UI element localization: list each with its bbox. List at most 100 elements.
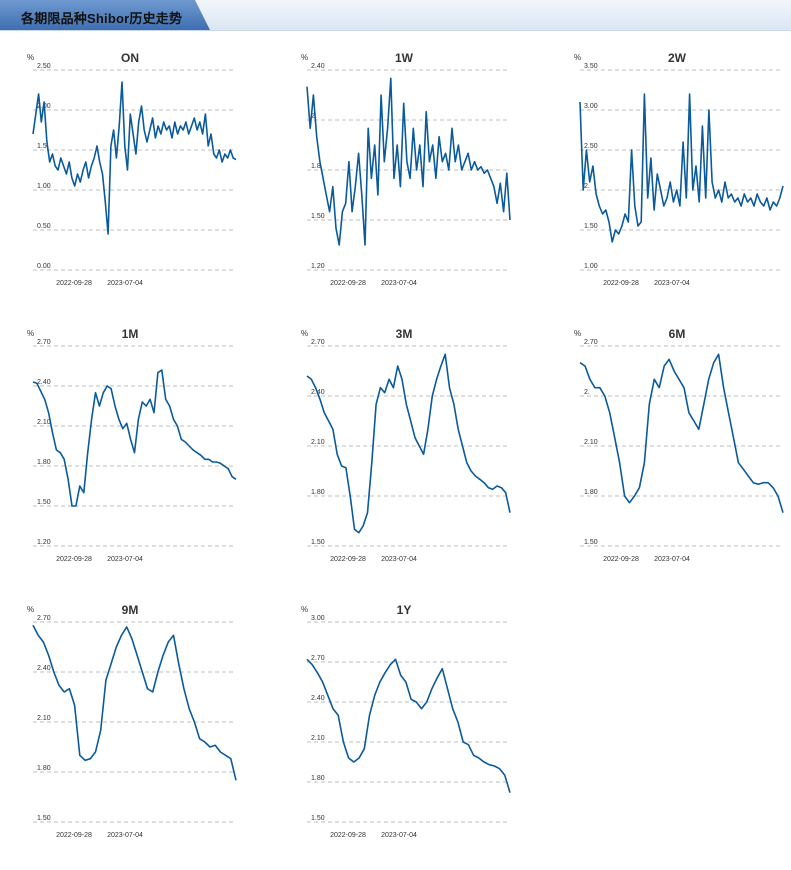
x-tick-label: 2022-09-28 <box>330 832 366 839</box>
x-tick-label: 2023-07-04 <box>107 832 143 839</box>
unit-label: % <box>574 329 581 338</box>
series-line <box>32 369 237 507</box>
y-tick-label: 1.00 <box>37 183 51 190</box>
series-line <box>579 93 784 243</box>
chart-1m: % 1M 1.20 1.50 1.80 2.10 2.40 2.70 2022-09-28 202… <box>20 324 280 594</box>
y-tick-label: 1.50 <box>584 223 598 230</box>
chart-title: 1Y <box>397 603 412 617</box>
page-title: 各期限品种Shibor历史走势 <box>21 11 183 26</box>
series-line <box>32 81 237 235</box>
y-tick-label: 1.50 <box>37 815 51 822</box>
series-line <box>306 353 511 534</box>
unit-label: % <box>27 329 34 338</box>
y-tick-label: 1.20 <box>311 263 325 270</box>
title-bar: 各期限品种Shibor历史走势 <box>0 0 791 31</box>
y-tick-label: 1.50 <box>311 213 325 220</box>
series-line <box>306 77 511 246</box>
x-tick-label: 2023-07-04 <box>381 280 417 287</box>
x-tick-label: 2022-09-28 <box>603 556 639 563</box>
x-tick-label: 2022-09-28 <box>56 832 92 839</box>
chart-1w: % 1W 1.20 1.50 1.8 2. 2.40 2022-09-28 2023-07-04 <box>294 48 554 318</box>
x-tick-label: 2022-09-28 <box>330 280 366 287</box>
chart-title: 6M <box>669 327 686 341</box>
chart-title: 1M <box>122 327 139 341</box>
chart-svg: % 9M 1.50 1.80 2.10 2.40 2.70 2022-09-28 2023-07… <box>27 603 237 839</box>
y-tick-label: 2.70 <box>311 339 325 346</box>
y-tick-label: 1.80 <box>584 489 598 496</box>
x-tick-label: 2022-09-28 <box>330 556 366 563</box>
y-tick-label: 1.80 <box>37 459 51 466</box>
y-tick-label: 2.10 <box>584 439 598 446</box>
y-tick-label: 2.10 <box>311 735 325 742</box>
series-line <box>579 353 784 513</box>
series-line <box>306 658 511 793</box>
y-tick-label: 1.50 <box>584 539 598 546</box>
chart-9m: % 9M 1.50 1.80 2.10 2.40 2.70 2022-09-28 2023-07… <box>20 600 280 870</box>
y-tick-label: 2.70 <box>584 339 598 346</box>
chart-on: % ON 0.00 0.50 1.00 1.5 2.00 2.50 2022-09-28 2023… <box>20 48 280 318</box>
chart-svg: % 2W 1.00 1.50 2. 2.50 3.00 3.50 2022-09-28 2023-… <box>574 51 784 287</box>
unit-label: % <box>27 605 34 614</box>
y-tick-label: 1.80 <box>311 775 325 782</box>
chart-svg: % 6M 1.50 1.80 2.10 2. 2.70 2022-09-28 2023-07-0… <box>574 327 784 563</box>
y-tick-label: 2. <box>311 113 317 120</box>
chart-title: 3M <box>396 327 413 341</box>
x-tick-label: 2023-07-04 <box>381 556 417 563</box>
unit-label: % <box>301 329 308 338</box>
x-tick-label: 2022-09-28 <box>56 280 92 287</box>
y-tick-label: 1.80 <box>37 765 51 772</box>
y-tick-label: 2.70 <box>37 339 51 346</box>
chart-1y: % 1Y 1.50 1.80 2.10 2.40 2.70 3.00 2022-09-28 202… <box>294 600 554 870</box>
series-line <box>32 624 237 781</box>
unit-label: % <box>301 53 308 62</box>
y-tick-label: 2.40 <box>311 695 325 702</box>
y-tick-label: 1.50 <box>311 815 325 822</box>
y-tick-label: 2.10 <box>37 419 51 426</box>
y-tick-label: 1.20 <box>37 539 51 546</box>
y-tick-label: 1.00 <box>584 263 598 270</box>
chart-svg: % 1M 1.20 1.50 1.80 2.10 2.40 2.70 2022-09-28 202… <box>27 327 237 563</box>
chart-3m: % 3M 1.50 1.80 2.10 2.40 2.70 2022-09-28 2023-07… <box>294 324 554 594</box>
y-tick-label: 2. <box>584 389 590 396</box>
y-tick-label: 1.80 <box>311 489 325 496</box>
x-tick-label: 2022-09-28 <box>56 556 92 563</box>
x-tick-label: 2023-07-04 <box>107 280 143 287</box>
y-tick-label: 2.70 <box>311 655 325 662</box>
y-tick-label: 2.10 <box>37 715 51 722</box>
y-tick-label: 0.00 <box>37 263 51 270</box>
y-tick-label: 0.50 <box>37 223 51 230</box>
unit-label: % <box>574 53 581 62</box>
y-tick-label: 1.8 <box>311 163 321 170</box>
title-tab <box>0 0 210 30</box>
unit-label: % <box>27 53 34 62</box>
y-tick-label: 2.40 <box>37 379 51 386</box>
chart-svg: % 1W 1.20 1.50 1.8 2. 2.40 2022-09-28 2023-07-04 <box>301 51 511 287</box>
y-tick-label: 2.50 <box>37 63 51 70</box>
y-tick-label: 3.50 <box>584 63 598 70</box>
chart-svg: % 1Y 1.50 1.80 2.10 2.40 2.70 3.00 2022-09-28 202… <box>301 603 511 839</box>
y-tick-label: 1.5 <box>37 143 47 150</box>
chart-2w: % 2W 1.00 1.50 2. 2.50 3.00 3.50 2022-09-28 2023-… <box>567 48 791 318</box>
y-tick-label: 2.70 <box>37 615 51 622</box>
x-tick-label: 2022-09-28 <box>603 280 639 287</box>
x-tick-label: 2023-07-04 <box>654 556 690 563</box>
y-tick-label: 2.10 <box>311 439 325 446</box>
chart-6m: % 6M 1.50 1.80 2.10 2. 2.70 2022-09-28 2023-07-0… <box>567 324 791 594</box>
chart-title: ON <box>121 51 139 65</box>
y-tick-label: 1.50 <box>311 539 325 546</box>
chart-title: 1W <box>395 51 414 65</box>
chart-title: 9M <box>122 603 139 617</box>
y-tick-label: 3.00 <box>584 103 598 110</box>
chart-title: 2W <box>668 51 687 65</box>
x-tick-label: 2023-07-04 <box>107 556 143 563</box>
unit-label: % <box>301 605 308 614</box>
y-tick-label: 2. <box>584 183 590 190</box>
x-tick-label: 2023-07-04 <box>654 280 690 287</box>
x-tick-label: 2023-07-04 <box>381 832 417 839</box>
y-tick-label: 2.40 <box>37 665 51 672</box>
y-tick-label: 3.00 <box>311 615 325 622</box>
y-tick-label: 1.50 <box>37 499 51 506</box>
y-tick-label: 2.40 <box>311 63 325 70</box>
